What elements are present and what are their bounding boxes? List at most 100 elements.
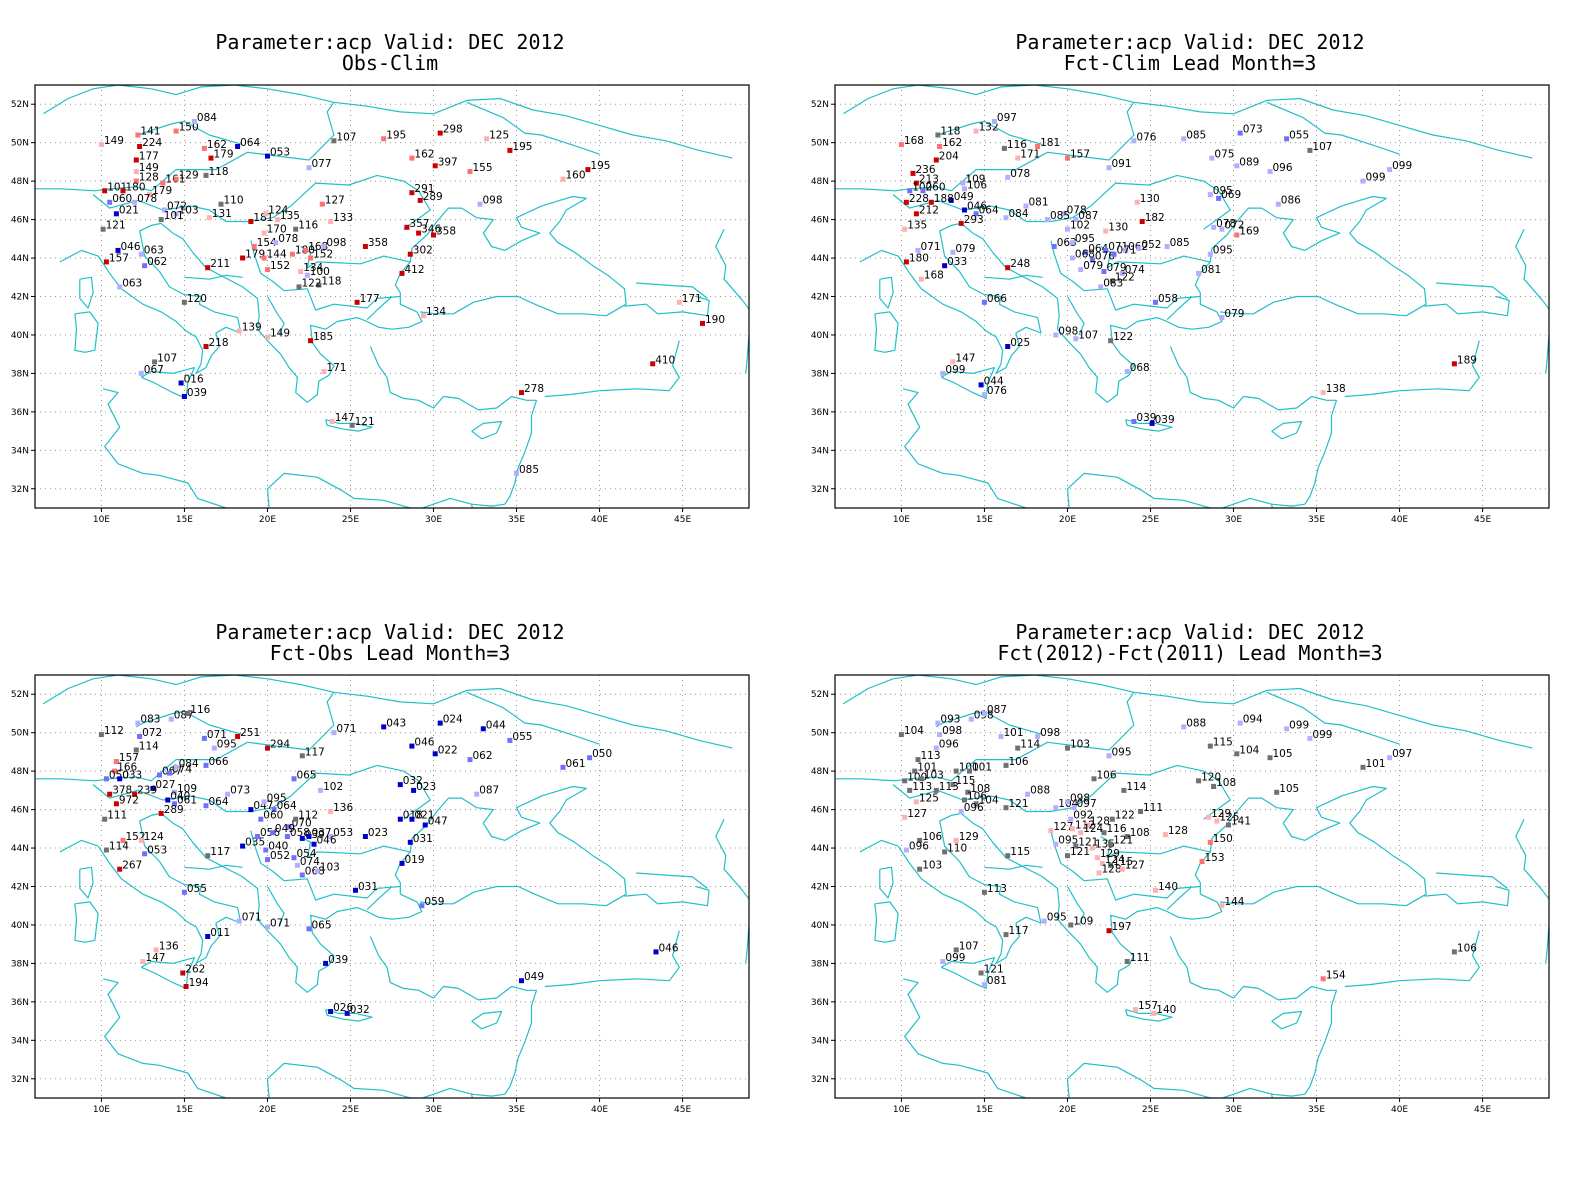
station-marker [203, 344, 209, 349]
panel-title-line2: Fct(2012)-Fct(2011) Lead Month=3 [997, 641, 1383, 665]
station-marker [261, 799, 267, 805]
station-value: 087 [987, 704, 1007, 716]
lon-tick-label: 25E [342, 515, 359, 525]
country-border [936, 710, 1043, 736]
station-marker [913, 211, 919, 217]
country-border [184, 864, 243, 870]
station-value: 037 [312, 827, 332, 839]
station-value: 108 [1130, 827, 1150, 839]
country-border [984, 864, 1043, 870]
station-marker [203, 762, 209, 768]
station-marker [113, 211, 119, 217]
station-marker [1196, 778, 1202, 784]
station-value: 059 [424, 896, 444, 908]
station-marker [907, 188, 913, 194]
station-value: 131 [212, 208, 232, 220]
station-value: 075 [1214, 149, 1234, 161]
station-value: 149 [270, 327, 290, 339]
station-value: 149 [139, 162, 159, 174]
station-value: 023 [368, 827, 388, 839]
station-value: 103 [179, 204, 199, 216]
station-value: 195 [512, 141, 532, 153]
station-value: 064 [209, 796, 229, 808]
station-marker [1103, 247, 1109, 253]
station-marker [319, 201, 325, 207]
station-value: 181 [253, 212, 273, 224]
country-border [300, 835, 411, 859]
station-marker [676, 299, 682, 305]
station-marker [349, 422, 355, 428]
station-marker [1101, 830, 1107, 836]
country-border [266, 886, 285, 926]
station-value: 162 [942, 137, 962, 149]
coastline [1125, 1009, 1173, 1022]
coastline [471, 1010, 503, 1030]
station-value: 103 [320, 862, 340, 874]
station-marker [1109, 278, 1115, 284]
lon-tick-label: 35E [508, 515, 525, 525]
station-value: 118 [209, 166, 229, 178]
station-value: 125 [489, 129, 509, 141]
station-value: 060 [926, 181, 946, 193]
station-value: 073 [230, 785, 250, 797]
station-marker [432, 163, 438, 169]
station-value: 011 [210, 927, 230, 939]
station-marker [1196, 270, 1202, 276]
station-value: 084 [1009, 208, 1029, 220]
station-marker [289, 251, 295, 257]
station-marker [1387, 755, 1393, 761]
coastline [471, 1094, 517, 1098]
coastline [1169, 346, 1338, 505]
station-value: 100 [959, 762, 979, 774]
station-value: 194 [189, 977, 209, 989]
station-value: 063 [122, 277, 142, 289]
station-value: 128 [139, 172, 159, 184]
country-border [835, 691, 1135, 782]
station-marker [1096, 870, 1102, 876]
lon-tick-label: 10E [93, 1105, 110, 1115]
station-value: 058 [1158, 293, 1178, 305]
station-value: 129 [1100, 848, 1120, 860]
station-marker [407, 839, 413, 845]
station-value: 101 [917, 762, 937, 774]
country-border [624, 885, 710, 907]
country-border [1424, 885, 1510, 907]
station-marker [1084, 822, 1090, 828]
station-value: 061 [177, 794, 197, 806]
station-marker [100, 226, 106, 232]
station-value: 050 [592, 748, 612, 760]
station-marker [1284, 726, 1290, 732]
station-marker [1109, 816, 1115, 822]
station-marker [137, 734, 143, 739]
country-border [1050, 830, 1201, 901]
station-value: 106 [967, 791, 987, 803]
station-marker [308, 338, 314, 344]
station-marker [973, 128, 979, 134]
station-marker [920, 188, 926, 194]
station-marker [1053, 805, 1059, 811]
station-marker [967, 768, 972, 774]
station-value: 107 [336, 131, 356, 143]
station-marker [1219, 315, 1225, 321]
coastline [42, 85, 733, 159]
station-value: 127 [1125, 860, 1145, 872]
station-marker [236, 918, 242, 924]
station-value: 134 [303, 262, 323, 274]
lat-tick-label: 32N [11, 1075, 29, 1085]
station-value: 153 [1205, 852, 1225, 864]
station-marker [1216, 195, 1222, 201]
station-value: 132 [979, 122, 999, 134]
station-value: 170 [267, 224, 287, 236]
station-marker [1149, 420, 1155, 426]
station-marker [1083, 249, 1089, 255]
station-value: 072 [167, 201, 187, 213]
lat-tick-label: 52N [11, 690, 29, 700]
station-value: 108 [970, 783, 990, 795]
station-marker [1199, 859, 1205, 864]
coastline [471, 504, 517, 508]
lat-tick-label: 48N [11, 177, 29, 187]
station-marker [968, 716, 974, 722]
station-value: 101 [1004, 727, 1024, 739]
station-marker [409, 743, 415, 749]
